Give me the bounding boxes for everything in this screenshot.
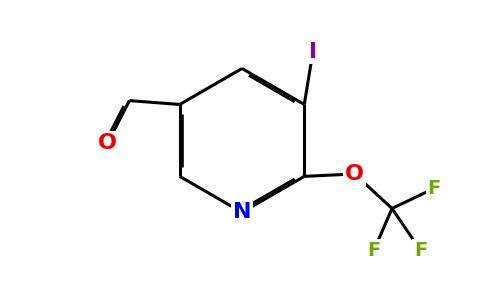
Text: F: F [367,241,380,260]
Text: O: O [345,164,364,184]
Text: F: F [414,241,427,260]
Text: N: N [233,202,251,222]
Text: F: F [427,179,441,198]
Text: O: O [98,133,117,153]
Text: I: I [309,42,317,62]
